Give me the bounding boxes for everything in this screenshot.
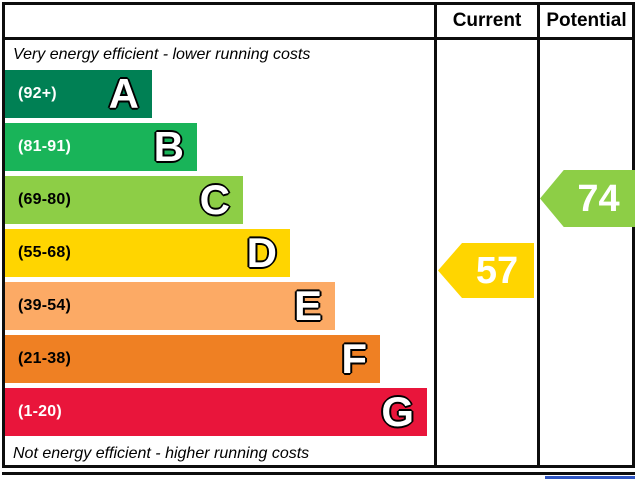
potential-rating-value: 74 [577, 177, 620, 220]
band-b-range: (81-91) [18, 138, 71, 155]
band-d-letter: D [246, 229, 277, 276]
band-f: (21-38) F [5, 335, 380, 383]
band-e-range: (39-54) [18, 297, 71, 314]
band-a-letter: A [108, 70, 139, 117]
divider-bands-current [434, 2, 437, 468]
band-g-letter: G [381, 388, 414, 435]
chart-outer-border [2, 2, 635, 468]
next-section-top-border [2, 472, 635, 475]
band-c: (69-80) C [5, 176, 243, 224]
band-g: (1-20) G [5, 388, 427, 436]
band-e-letter: E [293, 282, 322, 329]
band-c-letter: C [199, 176, 230, 223]
header-row-divider [2, 37, 635, 40]
current-column-header: Current [452, 9, 522, 31]
band-f-range: (21-38) [18, 350, 71, 367]
band-b: (81-91) B [5, 123, 197, 171]
divider-current-potential [537, 2, 540, 468]
potential-column-header: Potential [546, 9, 627, 31]
band-b-letter: B [153, 123, 184, 170]
band-e: (39-54) E [5, 282, 335, 330]
potential-rating-arrow: 74 [540, 170, 635, 227]
band-g-range: (1-20) [18, 403, 62, 420]
band-c-range: (69-80) [18, 191, 71, 208]
band-f-letter: F [341, 335, 367, 382]
band-a: (92+) A [5, 70, 152, 118]
band-d-range: (55-68) [18, 244, 71, 261]
band-a-range: (92+) [18, 85, 57, 102]
top-caption: Very energy efficient - lower running co… [13, 46, 311, 63]
band-d: (55-68) D [5, 229, 290, 277]
current-rating-value: 57 [475, 249, 519, 292]
bottom-caption: Not energy efficient - higher running co… [13, 445, 310, 462]
eu-directive-box-edge [545, 476, 635, 479]
